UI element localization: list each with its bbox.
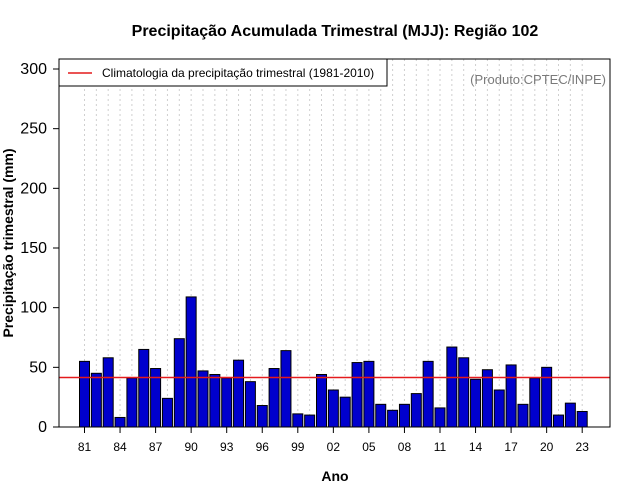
x-tick-label-2017: 17 bbox=[504, 440, 518, 454]
bar-1993 bbox=[221, 377, 233, 428]
bar-2021 bbox=[553, 414, 564, 428]
y-tick-label-50: 50 bbox=[29, 359, 47, 376]
bar-2013 bbox=[458, 357, 470, 428]
bars-group bbox=[79, 296, 588, 428]
bar-2014 bbox=[470, 378, 482, 428]
bar-2005 bbox=[363, 360, 375, 428]
chart-title: Precipitação Acumulada Trimestral (MJJ):… bbox=[132, 23, 539, 40]
y-axis-title: Precipitação trimestral (mm) bbox=[0, 148, 16, 337]
y-tick-label-250: 250 bbox=[20, 121, 47, 138]
bar-1999 bbox=[292, 413, 304, 428]
bar-1986 bbox=[138, 348, 150, 428]
bar-2003 bbox=[339, 396, 351, 428]
bar-1994 bbox=[233, 359, 245, 428]
bar-2006 bbox=[375, 403, 387, 428]
bar-2009 bbox=[410, 393, 422, 428]
bar-2002 bbox=[327, 389, 339, 428]
bar-2007 bbox=[387, 409, 399, 428]
legend: Climatologia da precipitação trimestral … bbox=[58, 58, 388, 87]
bar-1988 bbox=[161, 397, 173, 428]
bar-2016 bbox=[493, 389, 505, 428]
bar-2017 bbox=[505, 364, 517, 428]
bar-1982 bbox=[90, 372, 102, 428]
bar-2015 bbox=[481, 369, 493, 428]
bar-1998 bbox=[280, 350, 292, 428]
bar-1991 bbox=[197, 370, 209, 428]
bar-1995 bbox=[244, 381, 256, 428]
bar-2011 bbox=[434, 407, 446, 428]
bar-1992 bbox=[209, 373, 221, 428]
bar-2019 bbox=[529, 377, 541, 428]
legend-box bbox=[58, 58, 388, 87]
y-tick-label-200: 200 bbox=[20, 180, 47, 197]
bar-2018 bbox=[517, 403, 529, 428]
x-tick-label-1984: 84 bbox=[113, 440, 127, 454]
x-axis: 81 84 87 90 93 96 99 02 05 08 11 14 17 20 23 bbox=[78, 427, 589, 454]
x-tick-label-2020: 20 bbox=[540, 440, 554, 454]
y-tick-label-0: 0 bbox=[38, 419, 47, 436]
bar-2004 bbox=[351, 362, 363, 428]
bar-1984 bbox=[114, 416, 126, 428]
x-tick-label-2008: 08 bbox=[398, 440, 412, 454]
bar-2023 bbox=[576, 410, 588, 428]
bar-2010 bbox=[422, 360, 434, 428]
bar-1985 bbox=[126, 377, 138, 428]
bar-1981 bbox=[79, 360, 90, 428]
bar-2001 bbox=[316, 373, 327, 428]
x-tick-label-2011: 11 bbox=[434, 440, 447, 454]
x-tick-label-1999: 99 bbox=[291, 440, 305, 454]
bar-1996 bbox=[256, 405, 268, 428]
bar-1990 bbox=[185, 296, 197, 428]
bar-1983 bbox=[102, 357, 114, 428]
y-tick-label-300: 300 bbox=[20, 61, 47, 78]
x-tick-label-1987: 87 bbox=[149, 440, 163, 454]
legend-label: Climatologia da precipitação trimestral … bbox=[102, 66, 374, 80]
y-tick-label-150: 150 bbox=[20, 240, 47, 257]
x-tick-label-2014: 14 bbox=[469, 440, 483, 454]
bar-2020 bbox=[541, 366, 553, 428]
x-tick-label-1990: 90 bbox=[184, 440, 198, 454]
x-tick-label-1981: 81 bbox=[78, 440, 92, 454]
x-tick-label-2005: 05 bbox=[362, 440, 376, 454]
y-tick-label-100: 100 bbox=[20, 300, 47, 317]
x-axis-title: Ano bbox=[321, 468, 348, 484]
y-axis: 0 50 100 150 200 250 300 bbox=[20, 61, 59, 436]
bar-2000 bbox=[304, 414, 316, 428]
x-tick-label-1996: 96 bbox=[256, 440, 270, 454]
bar-2012 bbox=[446, 346, 458, 428]
bar-2008 bbox=[398, 403, 410, 428]
bar-2022 bbox=[564, 402, 576, 428]
bar-1989 bbox=[173, 338, 185, 428]
credit-text: (Produto:CPTEC/INPE) bbox=[470, 72, 606, 87]
x-tick-label-2002: 02 bbox=[327, 440, 341, 454]
x-tick-label-1993: 93 bbox=[220, 440, 234, 454]
x-tick-label-2023: 23 bbox=[576, 440, 590, 454]
